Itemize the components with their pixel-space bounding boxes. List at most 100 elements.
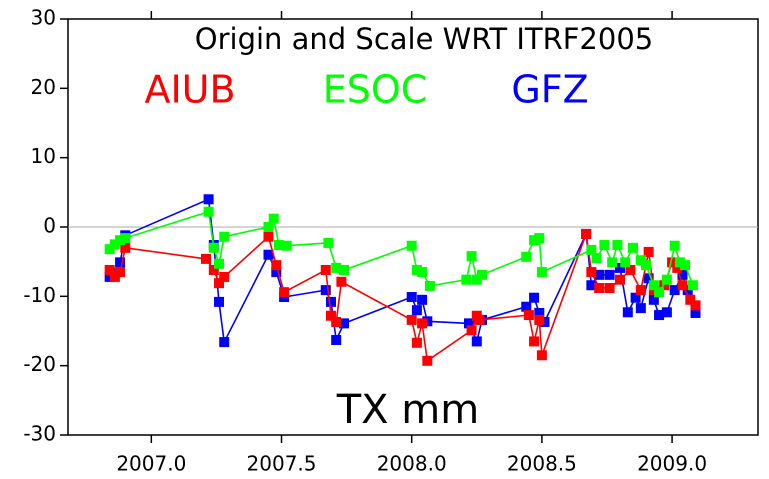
data-point (612, 240, 623, 251)
data-point (625, 264, 636, 275)
data-point (201, 253, 211, 264)
data-point (104, 244, 115, 255)
data-point (219, 337, 230, 348)
x-tick-label: 2007.0 (116, 452, 186, 476)
x-tick-label: 2008.5 (507, 452, 577, 476)
data-point (279, 287, 290, 298)
data-point (586, 267, 597, 278)
data-point (615, 262, 625, 273)
data-point (120, 242, 131, 253)
data-point (680, 260, 691, 271)
data-point (534, 233, 545, 244)
data-point (406, 314, 417, 325)
data-point (331, 316, 342, 327)
data-point (203, 206, 214, 217)
y-tick-label: 20 (31, 75, 56, 99)
data-point (586, 280, 597, 291)
data-point (477, 269, 487, 280)
data-point (424, 280, 435, 291)
data-point (339, 318, 349, 329)
data-point (208, 264, 219, 275)
data-point (586, 244, 597, 255)
data-point (411, 337, 422, 348)
data-point (591, 253, 602, 264)
data-point (648, 280, 659, 291)
data-point (115, 235, 126, 246)
legend-label: GFZ (511, 68, 588, 112)
data-point (268, 213, 279, 224)
data-point (406, 292, 417, 303)
data-point (661, 274, 672, 285)
data-point (635, 285, 646, 296)
data-point (474, 314, 485, 325)
data-point (534, 307, 545, 318)
data-point (654, 287, 665, 298)
y-tick-label: 10 (31, 144, 56, 168)
series (104, 206, 698, 298)
x-tick-label: 2009.0 (637, 452, 707, 476)
data-point (323, 237, 334, 248)
y-tick-label: -20 (23, 352, 56, 376)
data-point (641, 260, 652, 271)
data-point (411, 305, 422, 316)
data-point (529, 292, 540, 303)
data-point (263, 222, 274, 232)
data-point (271, 260, 282, 271)
x-axis-label: TX mm (336, 387, 479, 433)
data-point (115, 267, 126, 278)
data-point (615, 274, 625, 285)
data-point (320, 264, 331, 275)
legend-label: ESOC (323, 68, 428, 112)
data-point (607, 257, 618, 268)
data-point (529, 336, 540, 347)
data-point (219, 271, 230, 282)
data-point (529, 235, 540, 246)
data-point (331, 262, 342, 273)
data-point (115, 257, 126, 268)
data-point (643, 246, 654, 257)
y-tick-label: -30 (23, 422, 56, 446)
x-tick-label: 2008.0 (377, 452, 447, 476)
y-tick-label: 0 (43, 214, 56, 238)
data-point (406, 240, 417, 251)
data-point (208, 242, 219, 253)
x-tick-label: 2007.5 (247, 452, 317, 476)
data-point (536, 350, 547, 361)
data-point (422, 316, 433, 327)
data-point (331, 335, 342, 346)
data-point (104, 271, 115, 282)
data-point (325, 296, 336, 307)
data-point (628, 242, 639, 253)
data-point (461, 274, 472, 285)
data-point (672, 262, 683, 273)
y-tick-label: 30 (31, 6, 56, 30)
data-point (109, 271, 120, 282)
data-point (214, 296, 225, 307)
data-point (422, 355, 433, 366)
data-point (466, 325, 477, 336)
data-point (630, 292, 641, 303)
data-point (411, 264, 422, 275)
data-point (463, 318, 474, 329)
data-point (682, 285, 693, 296)
data-point (685, 294, 696, 305)
data-point (594, 269, 605, 280)
data-point (677, 280, 688, 291)
data-point (687, 280, 698, 291)
data-point (336, 276, 347, 287)
data-point (471, 274, 482, 285)
data-point (669, 285, 680, 296)
data-point (120, 233, 131, 244)
data-point (466, 251, 477, 262)
data-point (339, 264, 349, 275)
data-point (677, 269, 688, 280)
data-point (622, 307, 633, 318)
data-point (214, 278, 225, 289)
data-point (648, 294, 659, 305)
data-point (521, 251, 532, 262)
data-point (654, 310, 665, 321)
data-point (263, 231, 274, 242)
data-point (539, 316, 550, 327)
data-point (214, 258, 225, 269)
data-point (599, 240, 610, 251)
